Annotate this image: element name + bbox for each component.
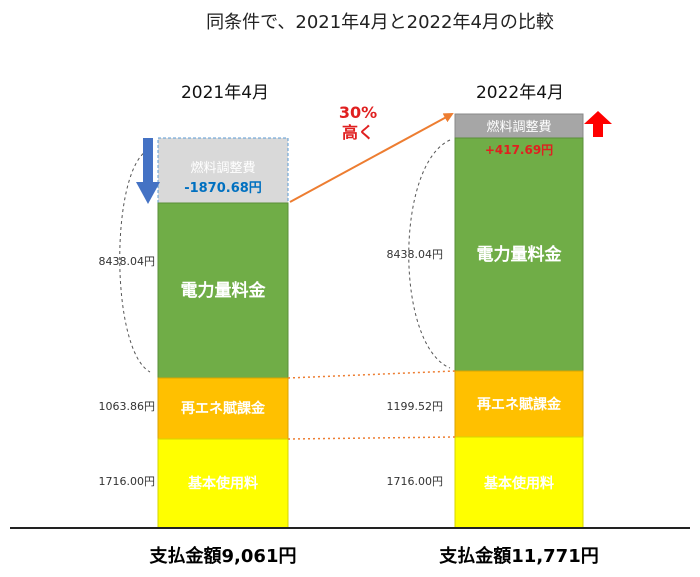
renewable-top-connector <box>287 370 456 379</box>
diagram-title: 同条件で、2021年4月と2022年4月の比較 <box>206 12 554 33</box>
energy-value-2022: 8438.04円 <box>387 248 444 261</box>
fuel-value-2022: +417.69円 <box>485 143 553 157</box>
year-label-2022: 2022年4月 <box>476 83 564 103</box>
base-segment-2022 <box>454 436 584 529</box>
renewable-label-2021: 再エネ賦課金 <box>181 400 266 417</box>
energy-bracket-2021 <box>119 149 151 373</box>
base-value-2021: 1716.00円 <box>99 475 156 488</box>
renewable-label-2022: 再エネ賦課金 <box>477 396 562 413</box>
year-label-2021: 2021年4月 <box>181 83 269 103</box>
down-arrow-icon <box>136 138 160 204</box>
energy-label-2022: 電力量料金 <box>477 244 563 265</box>
energy-segment-2021 <box>157 202 289 379</box>
energy-bracket-2022 <box>408 139 451 369</box>
base-segment-2021 <box>157 438 289 529</box>
fuel-value-2021: -1870.68円 <box>184 181 262 196</box>
renewable-segment-2021 <box>157 377 289 440</box>
bar-2022: 燃料調整費 +417.69円 電力量料金 再エネ賦課金 基本使用料 <box>454 113 584 529</box>
increase-text: 高く <box>342 123 374 142</box>
base-label-2021: 基本使用料 <box>188 475 258 492</box>
up-arrow-icon <box>584 111 612 137</box>
base-top-connector <box>287 436 456 440</box>
increase-percent: 30% <box>339 103 377 122</box>
fuel-label-2021: 燃料調整費 <box>190 160 255 176</box>
base-value-2022: 1716.00円 <box>387 475 444 488</box>
energy-label-2021: 電力量料金 <box>181 280 267 301</box>
bar-2021: 燃料調整費 -1870.68円 電力量料金 再エネ賦課金 基本使用料 <box>157 137 289 529</box>
total-2021: 支払金額9,061円 <box>149 545 297 567</box>
increase-arrow <box>289 113 454 203</box>
total-2022: 支払金額11,771円 <box>438 545 598 567</box>
base-label-2022: 基本使用料 <box>484 475 554 492</box>
fuel-ghost-segment <box>157 137 289 204</box>
renewable-value-2021: 1063.86円 <box>99 400 156 413</box>
renewable-value-2022: 1199.52円 <box>387 400 444 413</box>
fuel-label-2022: 燃料調整費 <box>486 119 551 135</box>
energy-value-2021: 8438.04円 <box>99 255 156 268</box>
